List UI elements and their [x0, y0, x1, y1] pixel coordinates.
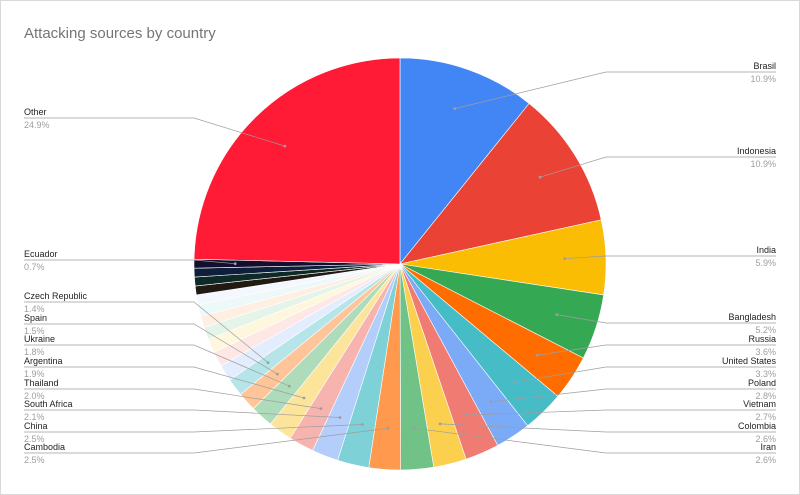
leader-line-argentina	[24, 366, 305, 399]
slice-label-ecuador: Ecuador	[24, 249, 58, 259]
slice-label-bangladesh: Bangladesh	[728, 312, 776, 322]
slice-percent-india: 5.9%	[755, 258, 776, 268]
slice-percent-ecuador: 0.7%	[24, 262, 45, 272]
leader-dot-india	[563, 257, 567, 260]
leader-dot-indonesia	[538, 175, 542, 179]
leader-line-other	[24, 117, 285, 147]
leader-line-indonesia	[539, 156, 776, 178]
leader-line-ecuador	[24, 259, 236, 265]
pie-slice-other	[193, 57, 401, 265]
leader-line-ukraine	[24, 344, 290, 387]
slice-label-poland: Poland	[748, 378, 776, 388]
slice-percent-brasil: 10.9%	[750, 74, 776, 84]
slice-percent-ukraine: 1.8%	[24, 347, 45, 357]
leader-dot-united-states	[513, 380, 517, 384]
slice-label-cambodia: Cambodia	[24, 442, 65, 452]
leader-dot-ecuador	[233, 262, 237, 266]
slice-label-thailand: Thailand	[24, 378, 59, 388]
slice-label-india: India	[756, 245, 776, 255]
slice-label-iran: Iran	[760, 442, 776, 452]
slice-percent-vietnam: 2.7%	[755, 412, 776, 422]
slice-percent-poland: 2.8%	[755, 391, 776, 401]
leader-line-spain	[24, 323, 278, 375]
slice-percent-thailand: 2.0%	[24, 391, 45, 401]
slice-percent-bangladesh: 5.2%	[755, 325, 776, 335]
leader-dot-bangladesh	[555, 313, 559, 316]
slice-percent-china: 2.5%	[24, 434, 45, 444]
slice-label-south-africa: South Africa	[24, 399, 73, 409]
leader-line-south-africa	[24, 409, 341, 418]
chart-title: Attacking sources by country	[24, 25, 216, 42]
leader-line-bangladesh	[556, 314, 776, 324]
slice-label-russia: Russia	[748, 334, 776, 344]
leader-line-united-states	[514, 366, 776, 383]
leader-line-czech-republic	[24, 301, 269, 363]
slice-label-brasil: Brasil	[753, 61, 776, 71]
slice-label-czech-republic: Czech Republic	[24, 291, 88, 301]
slice-percent-indonesia: 10.9%	[750, 159, 776, 169]
slice-label-spain: Spain	[24, 313, 47, 323]
slice-percent-south-africa: 2.1%	[24, 412, 45, 422]
slice-label-colombia: Colombia	[738, 421, 776, 431]
leader-line-thailand	[24, 388, 321, 409]
slice-percent-colombia: 2.6%	[755, 434, 776, 444]
leader-line-india	[564, 255, 776, 259]
leader-line-brasil	[454, 71, 776, 109]
slice-label-argentina: Argentina	[24, 356, 63, 366]
pie-slice-indonesia	[399, 103, 602, 265]
slice-percent-czech-republic: 1.4%	[24, 304, 45, 314]
leader-line-poland	[490, 388, 776, 403]
slice-percent-iran: 2.6%	[755, 455, 776, 465]
slice-label-china: China	[24, 421, 48, 431]
leader-line-colombia	[440, 423, 776, 433]
slice-percent-russia: 3.6%	[755, 347, 776, 357]
leader-dot-russia	[535, 353, 539, 357]
slice-label-other: Other	[24, 107, 47, 117]
leader-line-iran	[413, 427, 776, 454]
slice-percent-argentina: 1.9%	[24, 369, 45, 379]
slice-percent-united-states: 3.3%	[755, 369, 776, 379]
leader-line-russia	[537, 344, 776, 356]
slice-label-vietnam: Vietnam	[743, 399, 776, 409]
leader-line-china	[24, 424, 363, 433]
slice-label-ukraine: Ukraine	[24, 334, 55, 344]
slice-percent-cambodia: 2.5%	[24, 455, 45, 465]
slice-percent-other: 24.9%	[24, 120, 50, 130]
slice-percent-spain: 1.5%	[24, 326, 45, 336]
leader-line-cambodia	[24, 427, 388, 454]
slice-label-united-states: United States	[722, 356, 777, 366]
pie-slice-brasil	[399, 57, 530, 265]
leader-line-vietnam	[465, 409, 776, 416]
slice-label-indonesia: Indonesia	[737, 146, 776, 156]
